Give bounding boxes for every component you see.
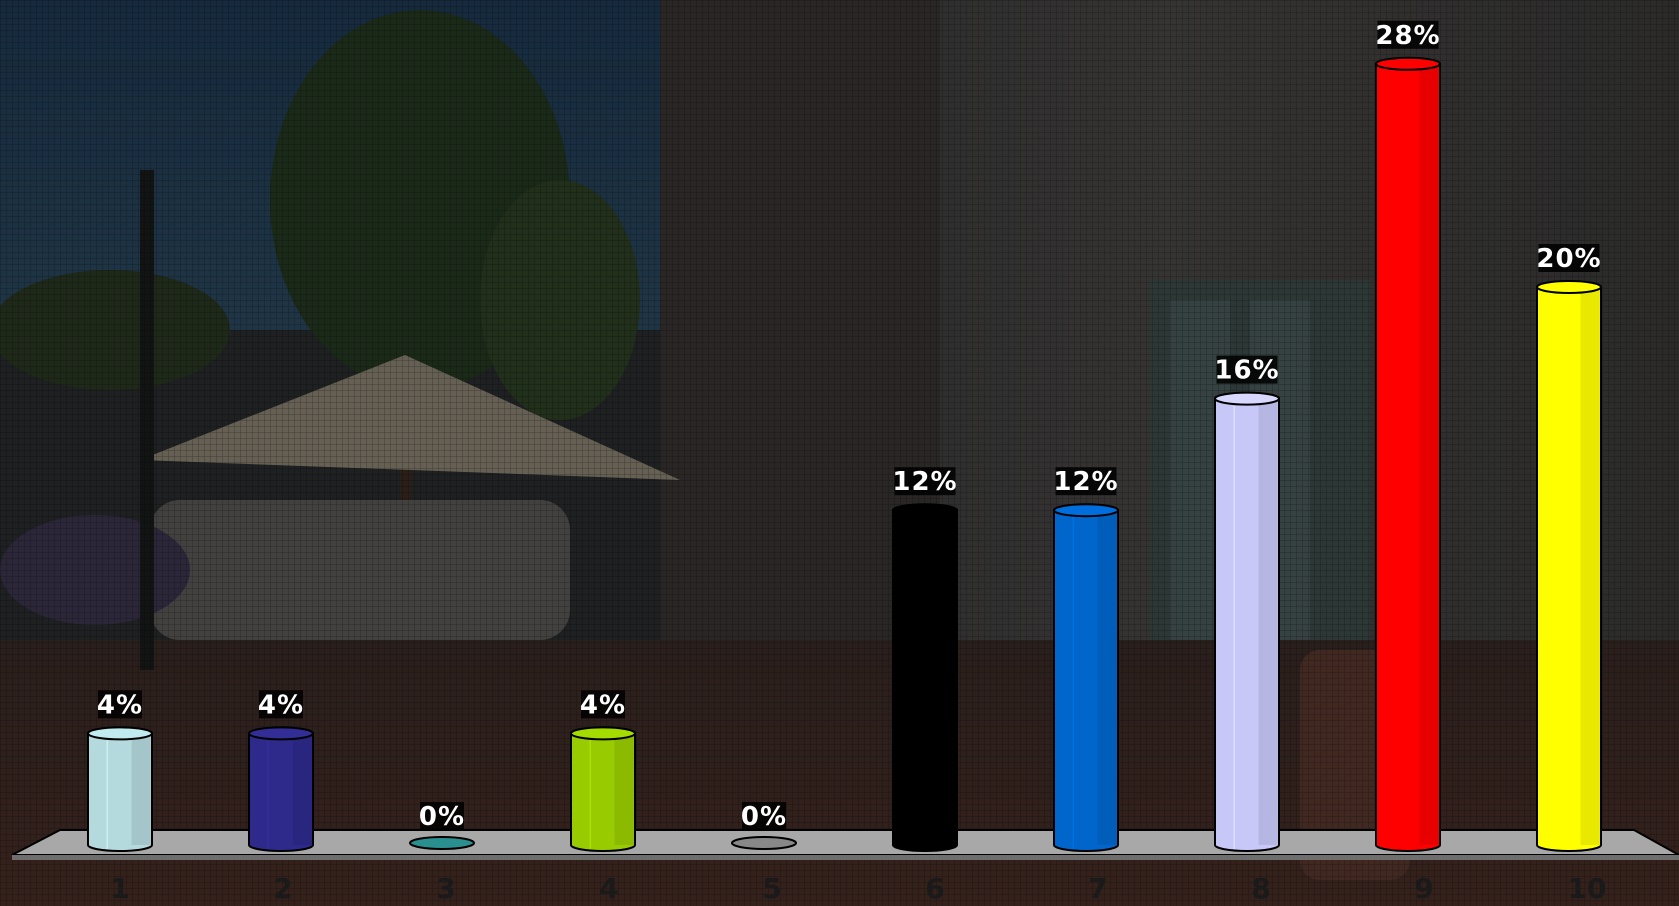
bar-6 [892,503,958,852]
bar-disc-5 [731,836,797,850]
bar-cap-7 [1053,503,1119,518]
bar-4 [570,726,636,852]
x-tick-label-10: 10 [1568,872,1607,905]
bar-cap-2 [248,726,314,741]
value-labels-group: 4% 4% 0% 4% 0% 12% 12% 16% 28% 20% [97,20,1601,832]
value-label-bg-3 [420,802,464,830]
x-tick-label-8: 8 [1251,872,1270,905]
bar-7 [1053,503,1119,852]
bar-8 [1214,391,1280,852]
bar-shade-6 [936,510,956,845]
value-label-bg-8 [1216,355,1278,384]
value-label-4: 4% [580,690,626,720]
bar-1 [87,726,153,852]
value-label-5: 0% [741,802,787,832]
bar-5 [731,836,797,850]
value-label-1: 4% [97,690,143,720]
value-label-bg-9 [1377,20,1439,49]
x-tick-label-3: 3 [436,872,455,905]
bar-shade-2 [292,733,312,845]
x-tick-label-2: 2 [273,872,292,905]
bar-10 [1536,280,1602,852]
bar-disc-3 [409,836,475,850]
value-label-bg-6 [894,467,956,496]
value-label-8: 16% [1214,356,1279,386]
x-tick-labels-group: 1 2 3 4 5 6 7 8 9 10 [110,872,1606,905]
bar-cap-4 [570,726,636,741]
bar-shade-10 [1580,287,1600,845]
x-tick-label-6: 6 [925,872,944,905]
bar-cap-9 [1375,56,1441,71]
value-label-bg-5 [742,802,786,830]
value-label-bg-2 [259,690,303,719]
value-label-bg-7 [1055,467,1117,496]
value-label-3: 0% [419,802,465,832]
bar-shade-1 [131,733,151,845]
bar-3 [409,836,475,850]
x-tick-label-1: 1 [110,872,129,905]
value-label-2: 4% [258,690,304,720]
x-tick-label-7: 7 [1088,872,1107,905]
bar-cap-6 [892,503,958,518]
bar-9 [1375,56,1441,852]
x-tick-label-9: 9 [1414,872,1433,905]
bars-group [87,56,1602,852]
bar-shade-8 [1258,398,1278,845]
bar-cap-8 [1214,391,1280,406]
value-label-bg-10 [1538,244,1600,272]
value-label-7: 12% [1053,467,1118,497]
value-label-9: 28% [1375,21,1440,51]
value-label-10: 20% [1536,244,1601,274]
bar-cap-10 [1536,280,1602,294]
bar-shade-7 [1097,510,1117,845]
value-label-bg-1 [98,690,142,719]
value-label-6: 12% [892,467,957,497]
value-label-bg-4 [581,690,625,719]
bar-2 [248,726,314,852]
bar-shade-9 [1419,63,1439,846]
x-tick-label-5: 5 [762,872,781,905]
bar-cap-1 [87,726,153,741]
x-tick-label-4: 4 [599,872,618,905]
bar-shade-4 [614,733,634,845]
